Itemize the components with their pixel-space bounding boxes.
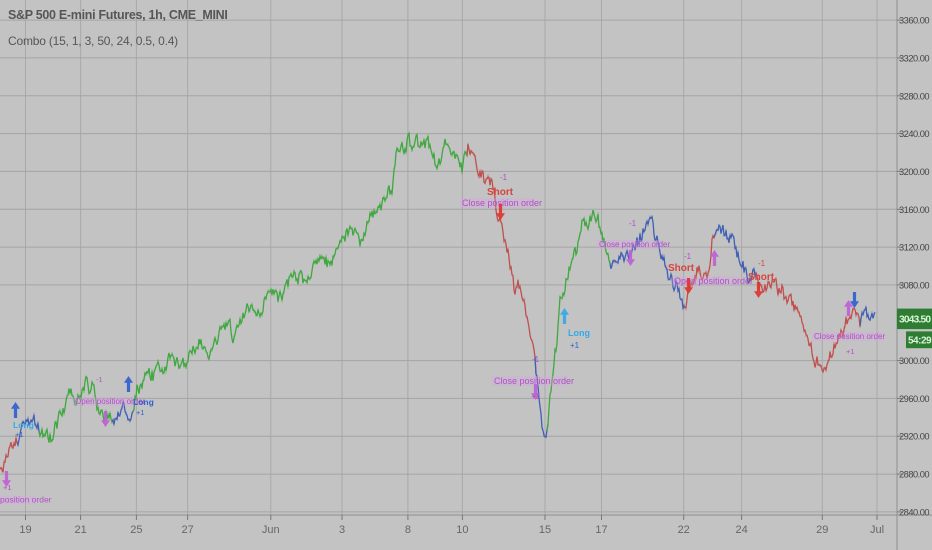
svg-text:Short: Short — [487, 187, 514, 198]
svg-text:17: 17 — [595, 524, 607, 536]
svg-text:54:29: 54:29 — [908, 336, 932, 347]
svg-text:Close position order: Close position order — [599, 240, 670, 249]
svg-text:Long: Long — [133, 397, 154, 407]
svg-text:+1: +1 — [136, 408, 145, 417]
svg-text:2840.00: 2840.00 — [899, 507, 929, 517]
svg-text:3280.00: 3280.00 — [899, 91, 929, 101]
svg-text:+1: +1 — [570, 341, 580, 350]
svg-text:-1: -1 — [532, 355, 540, 364]
svg-text:+1: +1 — [846, 347, 855, 356]
svg-text:15: 15 — [539, 524, 551, 536]
svg-text:+1: +1 — [15, 430, 24, 439]
svg-text:19: 19 — [19, 524, 31, 536]
svg-text:25: 25 — [130, 524, 142, 536]
svg-text:Long: Long — [13, 420, 34, 430]
svg-text:2960.00: 2960.00 — [899, 394, 929, 404]
svg-text:Long: Long — [568, 328, 590, 338]
svg-text:-1: -1 — [758, 259, 766, 268]
svg-text:3160.00: 3160.00 — [899, 205, 929, 215]
svg-text:-1: -1 — [500, 173, 508, 182]
svg-text:Close position order: Close position order — [814, 332, 885, 341]
svg-text:Short: Short — [748, 272, 775, 283]
svg-text:2920.00: 2920.00 — [899, 432, 929, 442]
svg-text:22: 22 — [678, 524, 690, 536]
svg-text:3080.00: 3080.00 — [899, 280, 929, 290]
svg-text:Combo (15, 1, 3, 50, 24, 0.5,: Combo (15, 1, 3, 50, 24, 0.5, 0.4) — [8, 34, 178, 48]
svg-text:position order: position order — [0, 495, 52, 505]
svg-text:21: 21 — [74, 524, 86, 536]
svg-text:Jul: Jul — [870, 524, 884, 536]
svg-text:3120.00: 3120.00 — [899, 243, 929, 253]
svg-text:8: 8 — [405, 524, 411, 536]
svg-text:-1: -1 — [684, 252, 692, 261]
svg-text:Short: Short — [668, 263, 695, 274]
svg-text:3: 3 — [339, 524, 345, 536]
svg-text:3000.00: 3000.00 — [899, 356, 929, 366]
svg-text:2880.00: 2880.00 — [899, 470, 929, 480]
svg-text:3240.00: 3240.00 — [899, 129, 929, 139]
svg-text:10: 10 — [456, 524, 468, 536]
svg-text:3200.00: 3200.00 — [899, 167, 929, 177]
svg-text:3043.50: 3043.50 — [899, 315, 931, 326]
svg-text:-1: -1 — [629, 219, 637, 228]
svg-text:3320.00: 3320.00 — [899, 53, 929, 63]
svg-text:29: 29 — [816, 524, 828, 536]
svg-text:-1: -1 — [96, 375, 103, 384]
svg-text:24: 24 — [735, 524, 747, 536]
svg-text:27: 27 — [181, 524, 193, 536]
svg-text:+1: +1 — [531, 392, 541, 401]
svg-text:Open position order: Open position order — [674, 276, 753, 286]
svg-text:Jun: Jun — [262, 524, 280, 536]
svg-text:S&P 500 E-mini Futures, 1h, CM: S&P 500 E-mini Futures, 1h, CME_MINI — [8, 8, 228, 22]
svg-text:3360.00: 3360.00 — [899, 16, 929, 26]
